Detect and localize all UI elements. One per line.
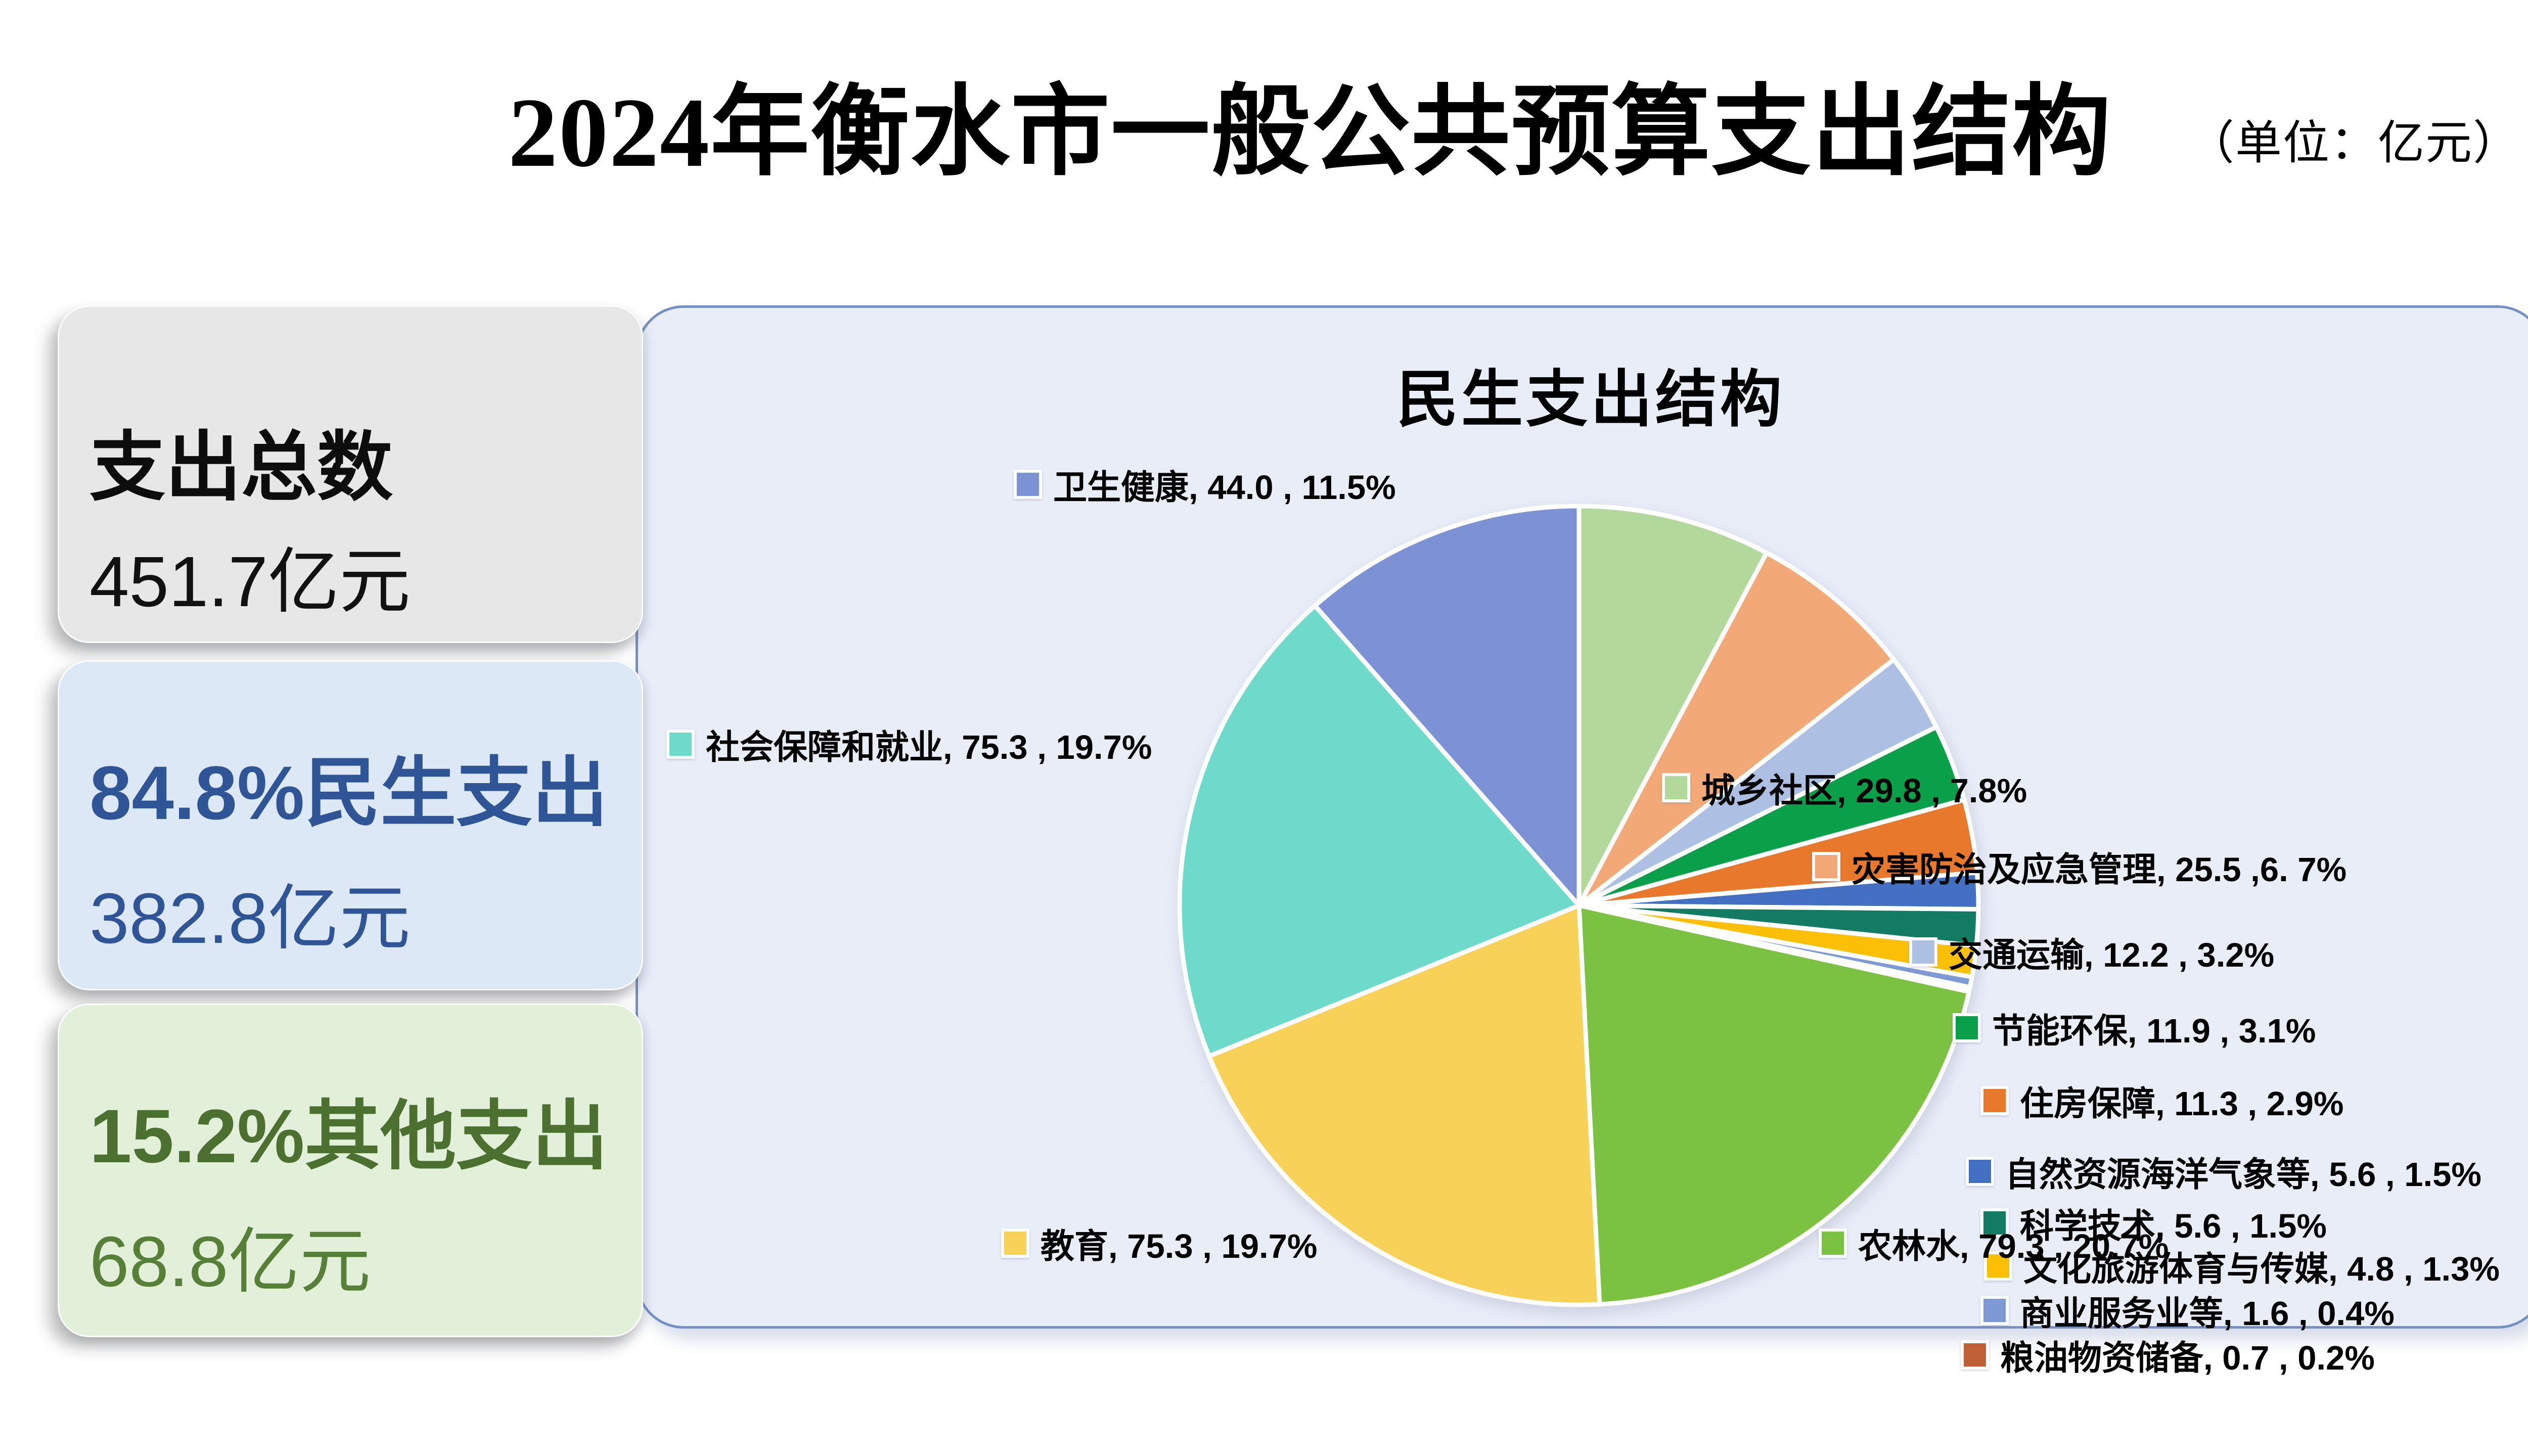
pie-label-text: 教育, 75.3 , 19.7% xyxy=(1041,1227,1318,1265)
pie-label-text: 卫生健康, 44.0 , 11.5% xyxy=(1053,468,1396,507)
summary-box-other-value: 68.8亿元 xyxy=(89,1221,371,1301)
legend-swatch-icon xyxy=(1984,1251,2012,1281)
pie-label-text: 商业服务业等, 1.6 , 0.4% xyxy=(2020,1294,2395,1333)
pie-label-shangyefuwuye: 商业服务业等, 1.6 , 0.4% xyxy=(1980,1291,2395,1333)
legend-swatch-icon xyxy=(1909,937,1937,967)
legend-swatch-icon xyxy=(1966,1157,1994,1186)
pie-label-ziranziyuan: 自然资源海洋气象等, 5.6 , 1.5% xyxy=(1966,1152,2481,1194)
pie-label-liangyouwuzi: 粮油物资储备, 0.7 , 0.2% xyxy=(1961,1335,2375,1377)
legend-swatch-icon xyxy=(1819,1228,1847,1258)
pie-label-text: 节能环保, 11.9 , 3.1% xyxy=(1992,1012,2316,1050)
legend-swatch-icon xyxy=(1980,1296,2009,1325)
summary-box-total-value: 451.7亿元 xyxy=(89,541,411,621)
pie-label-jiaotongyunshu: 交通运输, 12.2 , 3.2% xyxy=(1909,932,2274,974)
pie-label-text: 粮油物资储备, 0.7 , 0.2% xyxy=(2000,1339,2375,1377)
pie-label-text: 灾害防治及应急管理, 25.5 ,6. 7% xyxy=(1852,850,2347,889)
pie-label-shehuibaozhang: 社会保障和就业, 75.3 , 19.7% xyxy=(666,724,1152,766)
pie-chart xyxy=(1177,504,1981,1307)
legend-swatch-icon xyxy=(1953,1013,1981,1042)
pie-label-weishengjiankang: 卫生健康, 44.0 , 11.5% xyxy=(1014,465,1396,507)
legend-swatch-icon xyxy=(1812,852,1840,881)
chart-title: 民生支出结构 xyxy=(1396,365,1785,434)
summary-box-livelihood-title: 84.8%民生支出 xyxy=(89,750,608,835)
pie-label-text: 自然资源海洋气象等, 5.6 , 1.5% xyxy=(2005,1155,2481,1194)
pie-label-jienenghuanbao: 节能环保, 11.9 , 3.1% xyxy=(1953,1008,2316,1050)
summary-box-other: 15.2%其他支出 68.8亿元 xyxy=(58,1004,643,1337)
pie-label-text: 农林水, 79.3 , 20.7% xyxy=(1858,1227,2169,1265)
pie-slice-12 xyxy=(1206,903,1602,1307)
legend-swatch-icon xyxy=(1001,1228,1029,1258)
pie-label-text: 交通运输, 12.2 , 3.2% xyxy=(1949,936,2275,974)
pie-label-jiaoyu: 教育, 75.3 , 19.7% xyxy=(1001,1223,1317,1265)
header: 2024年衡水市一般公共预算支出结构 （单位：亿元） xyxy=(508,76,2520,190)
pie-slice-2 xyxy=(1576,551,1896,908)
pie-label-kexuejishu: 科学技术, 5.6 , 1.5% xyxy=(1980,1203,2327,1245)
summary-box-livelihood-value: 382.8亿元 xyxy=(89,878,411,958)
pie-label-zhufangbaozhang: 住房保障, 11.3 , 2.9% xyxy=(1980,1081,2344,1123)
pie-label-text: 住房保障, 11.3 , 2.9% xyxy=(2020,1084,2344,1123)
unit-note: （单位：亿元） xyxy=(2188,117,2521,169)
pie-slice-1 xyxy=(1576,504,1769,908)
page-title: 2024年衡水市一般公共预算支出结构 xyxy=(508,78,2112,188)
summary-box-total: 支出总数 451.7亿元 xyxy=(58,305,643,643)
pie-label-zaihaifangzhi: 灾害防治及应急管理, 25.5 ,6. 7% xyxy=(1812,847,2346,889)
pie-label-text: 科学技术, 5.6 , 1.5% xyxy=(2020,1207,2327,1245)
pie-label-nonglinshui: 农林水, 79.3 , 20.7% xyxy=(1819,1223,2169,1265)
pie-label-text: 社会保障和就业, 75.3 , 19.7% xyxy=(706,728,1152,766)
pie-slice-11 xyxy=(1576,903,1971,1307)
summary-box-livelihood: 84.8%民生支出 382.8亿元 xyxy=(58,660,643,990)
pie-slice-13 xyxy=(1177,603,1582,1059)
legend-swatch-icon xyxy=(1980,1086,2009,1115)
pie-label-wenhualvyou: 文化旅游体育与传媒, 4.8 , 1.3% xyxy=(1984,1246,2500,1288)
legend-swatch-icon xyxy=(1014,470,1042,499)
summary-box-total-title: 支出总数 xyxy=(89,425,393,510)
pie-label-chengxiangshequ: 城乡社区, 29.8 , 7.8% xyxy=(1662,768,2027,810)
legend-swatch-icon xyxy=(666,730,695,759)
legend-swatch-icon xyxy=(1961,1340,1989,1370)
pie-label-text: 城乡社区, 29.8 , 7.8% xyxy=(1701,771,2027,810)
pie-label-text: 文化旅游体育与传媒, 4.8 , 1.3% xyxy=(2023,1250,2500,1288)
pie-slice-14 xyxy=(1313,504,1582,908)
legend-swatch-icon xyxy=(1662,773,1690,802)
summary-box-other-title: 15.2%其他支出 xyxy=(89,1094,608,1178)
chart-panel: 民生支出结构 城乡社区, 29.8 , 7.8% 灾害防治及应急管理, 25.5… xyxy=(636,305,2528,1377)
legend-swatch-icon xyxy=(1980,1208,2009,1238)
